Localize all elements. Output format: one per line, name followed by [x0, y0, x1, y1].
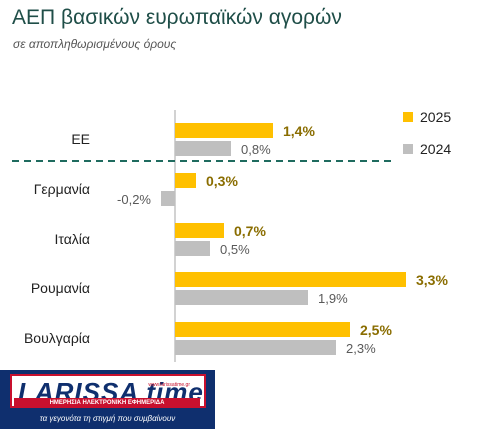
bar-2024 [175, 141, 231, 156]
bar-2025 [175, 223, 224, 238]
data-label-2025: 1,4% [283, 123, 315, 139]
logo-tagline: τα γεγονότα τη στιγμή που συμβαίνουν [39, 414, 176, 423]
bar-2024 [175, 340, 336, 355]
larissa-time-logo: LARISSA time www.larissatime.gr ΗΜΕΡΗΣΙΑ… [0, 370, 215, 429]
data-label-2024: 2,3% [346, 341, 376, 356]
data-label-2024: 0,5% [220, 242, 250, 257]
bar-2025 [175, 123, 273, 138]
category-label: Γερμανία [34, 181, 90, 197]
data-label-2025: 2,5% [360, 322, 392, 338]
bar-2025 [175, 272, 406, 287]
legend-label-2025: 2025 [420, 109, 451, 125]
data-label-2025: 0,3% [206, 173, 238, 189]
bar-2025 [175, 322, 350, 337]
legend-swatch-2024 [403, 144, 413, 154]
chart-subtitle: σε αποπληθωρισμένους όρους [13, 37, 177, 51]
bar-2024 [175, 241, 210, 256]
category-label: ΕΕ [71, 131, 90, 147]
data-label-2025: 3,3% [416, 272, 448, 288]
data-label-2024: 0,8% [241, 142, 271, 157]
category-label: Ρουμανία [31, 280, 90, 296]
category-label: Βουλγαρία [24, 330, 90, 346]
data-label-2025: 0,7% [234, 223, 266, 239]
bar-2025 [175, 173, 196, 188]
legend-label-2024: 2024 [420, 141, 451, 157]
bar-2024 [161, 191, 175, 206]
bar-2024 [175, 290, 308, 305]
chart-title: ΑΕΠ βασικών ευρωπαϊκών αγορών [12, 6, 342, 29]
legend-swatch-2025 [403, 112, 413, 122]
logo-subline: ΗΜΕΡΗΣΙΑ ΗΛΕΚΤΡΟΝΙΚΗ ΕΦΗΜΕΡΙΔΑ [14, 398, 200, 408]
data-label-2024: -0,2% [117, 192, 151, 207]
data-label-2024: 1,9% [318, 291, 348, 306]
category-label: Ιταλία [54, 231, 90, 247]
logo-url: www.larissatime.gr [148, 382, 190, 388]
